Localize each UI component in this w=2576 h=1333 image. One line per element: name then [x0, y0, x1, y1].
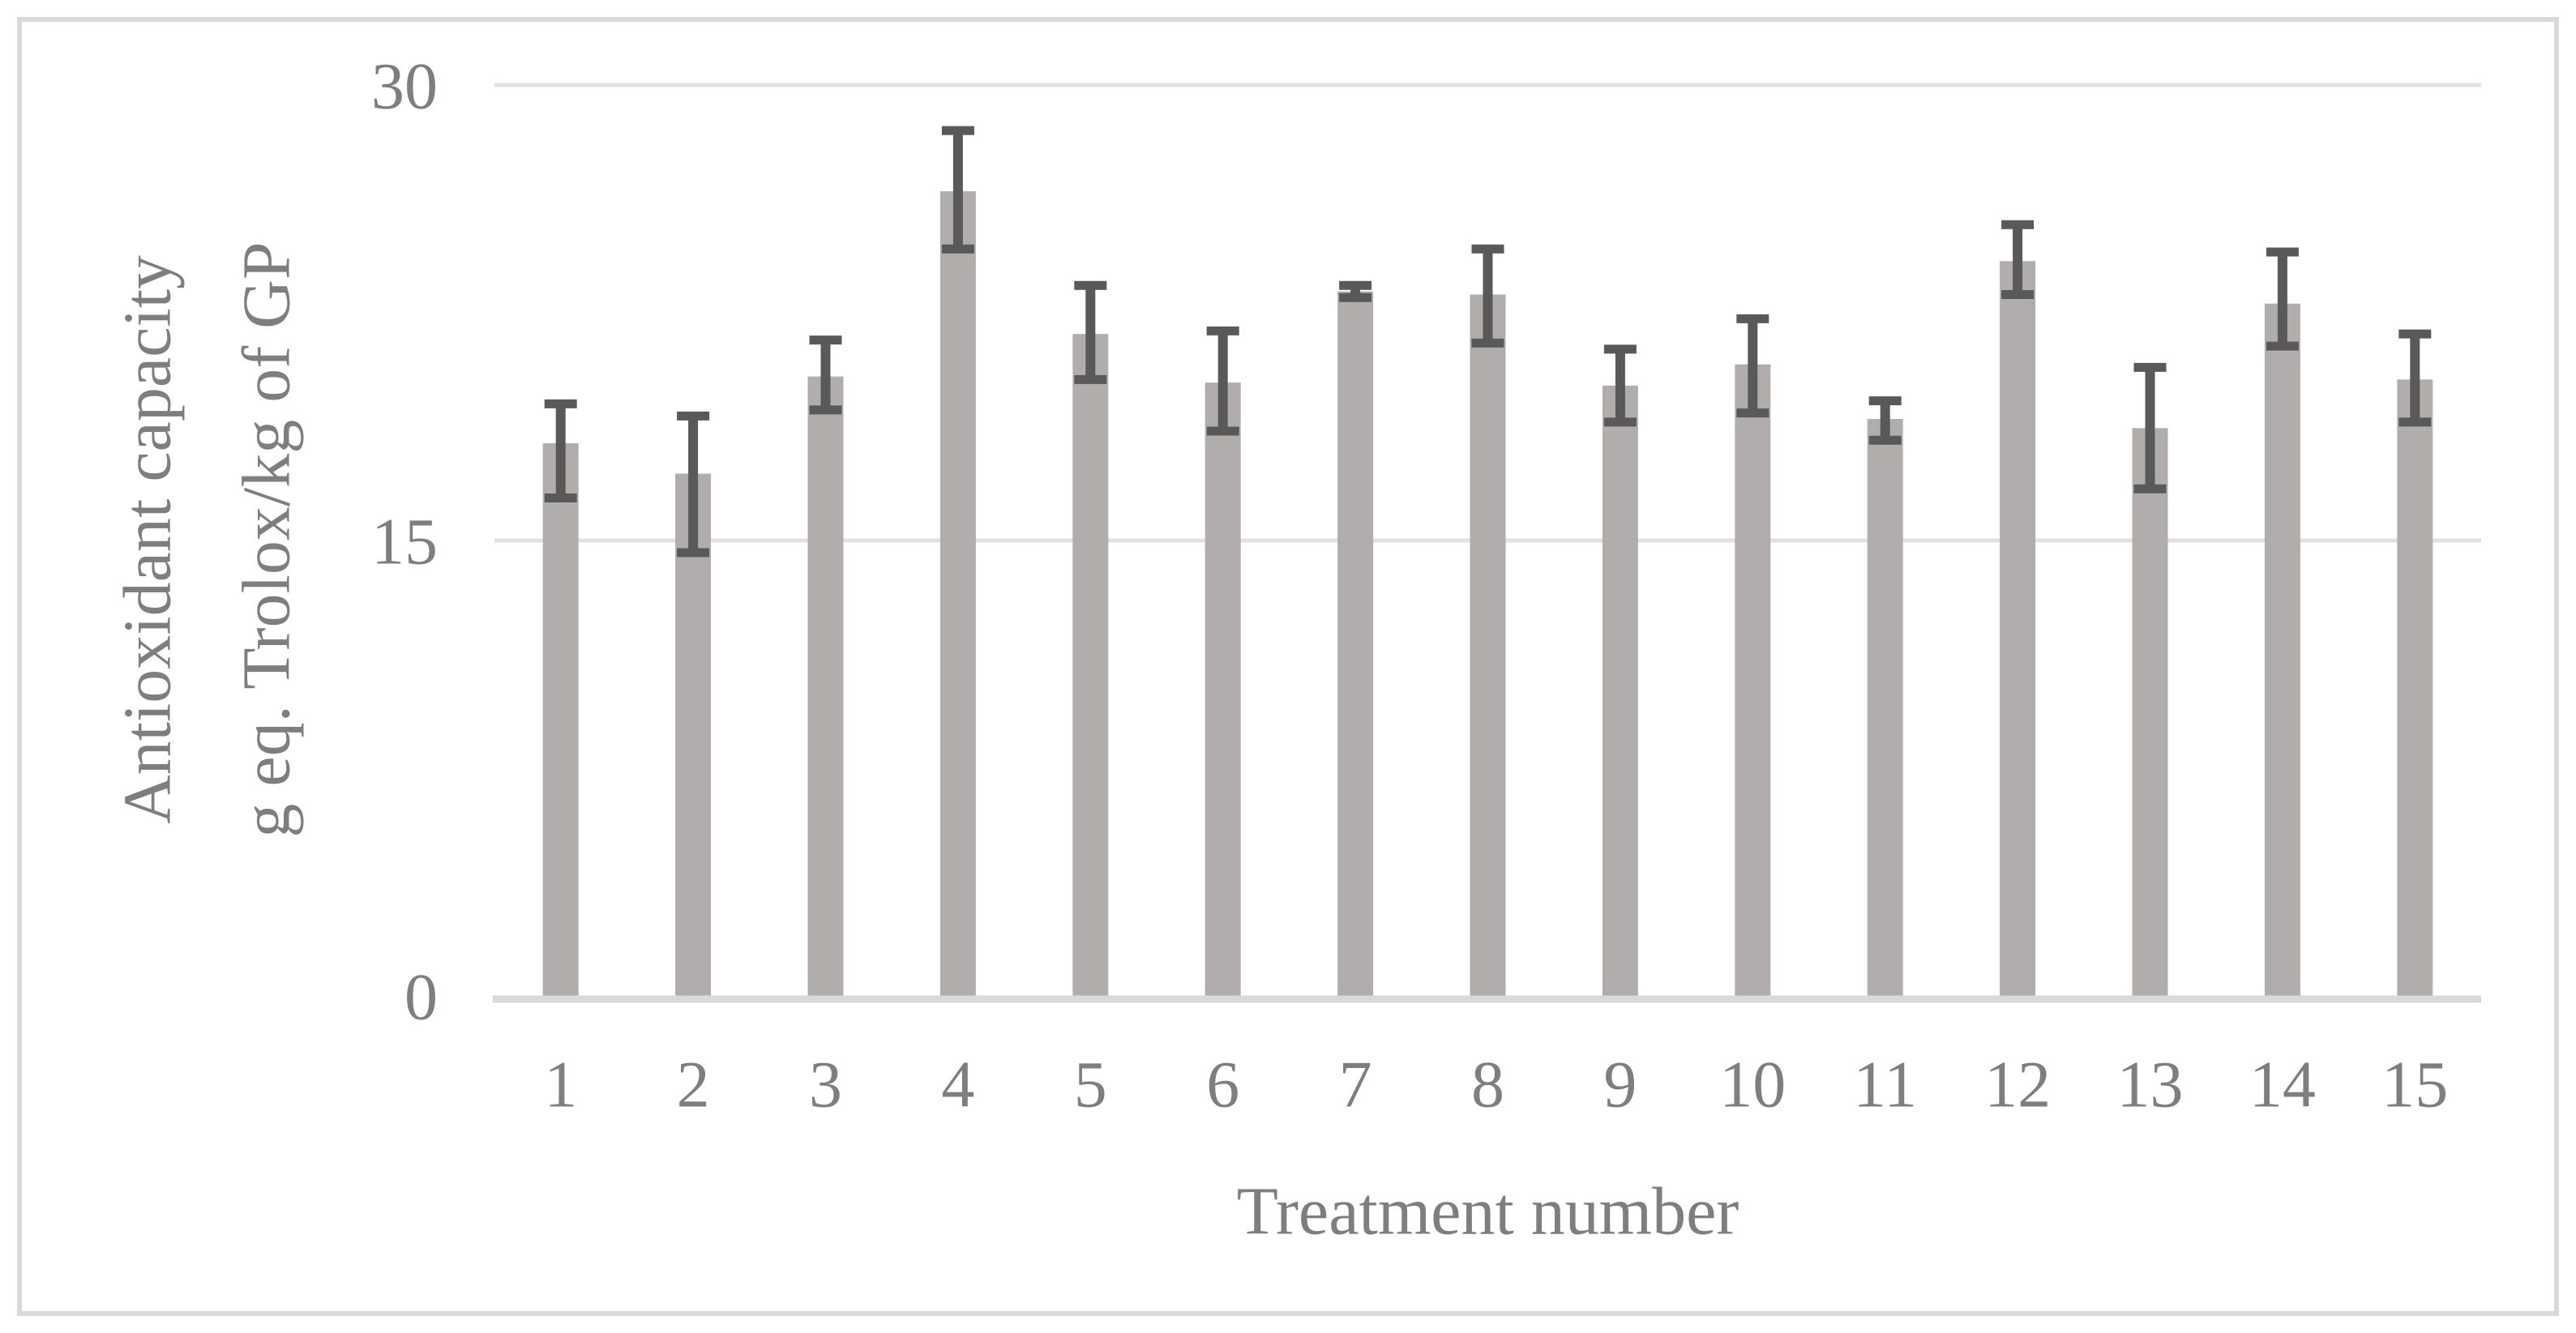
- bar-treatment-11: [1867, 419, 1903, 998]
- bar-treatment-13: [2132, 428, 2168, 998]
- y-axis-title-line-2: g eq. Trolox/kg of GP: [229, 241, 304, 837]
- bar-treatment-9: [1602, 385, 1638, 998]
- bar-treatment-2: [675, 473, 712, 998]
- bar-treatment-12: [2000, 261, 2036, 998]
- x-tick-label-12: 12: [1984, 1048, 2051, 1122]
- bar-treatment-10: [1735, 364, 1771, 998]
- bar-treatment-8: [1470, 294, 1506, 998]
- bar-treatment-6: [1205, 382, 1241, 998]
- x-tick-label-2: 2: [677, 1048, 710, 1122]
- error-bar-treatment-1: [544, 399, 577, 502]
- error-bar-treatment-5: [1074, 280, 1107, 384]
- error-bar-treatment-13: [2133, 362, 2167, 493]
- x-tick-label-7: 7: [1339, 1048, 1372, 1122]
- error-bar-treatment-12: [2001, 220, 2035, 299]
- error-bar-treatment-8: [1471, 244, 1504, 348]
- x-axis-title: Treatment number: [1237, 1173, 1739, 1249]
- error-bar-treatment-7: [1339, 280, 1372, 302]
- x-tick-label-10: 10: [1719, 1048, 1786, 1122]
- bar-treatment-15: [2397, 379, 2433, 998]
- bar-treatment-7: [1337, 291, 1374, 998]
- x-tick-label-11: 11: [1853, 1048, 1917, 1122]
- y-tick-label-15: 15: [371, 505, 438, 579]
- x-tick-label-9: 9: [1603, 1048, 1637, 1122]
- error-bar-treatment-14: [2266, 247, 2299, 351]
- x-tick-label-8: 8: [1471, 1048, 1504, 1122]
- error-bar-treatment-6: [1206, 326, 1239, 436]
- bar-treatment-4: [939, 191, 976, 998]
- bar-treatment-1: [542, 443, 579, 998]
- error-bar-treatment-10: [1736, 314, 1769, 418]
- y-tick-label-30: 30: [371, 49, 438, 123]
- y-axis-title-line-1: Antioxidant capacity: [109, 255, 185, 824]
- figure-border: [17, 17, 2559, 1316]
- x-tick-label-15: 15: [2381, 1048, 2448, 1122]
- bar-treatment-5: [1072, 334, 1109, 998]
- x-tick-label-1: 1: [544, 1048, 577, 1122]
- x-tick-label-14: 14: [2249, 1048, 2316, 1122]
- error-bar-treatment-11: [1868, 396, 1902, 445]
- x-tick-label-3: 3: [809, 1048, 842, 1122]
- x-tick-label-6: 6: [1206, 1048, 1239, 1122]
- error-bar-treatment-2: [677, 411, 710, 558]
- x-tick-label-4: 4: [941, 1048, 974, 1122]
- bar-treatment-14: [2264, 303, 2300, 998]
- bar-treatment-3: [807, 376, 844, 998]
- error-bar-treatment-4: [941, 126, 974, 254]
- error-bar-treatment-9: [1603, 344, 1637, 427]
- y-tick-label-0: 0: [404, 960, 438, 1034]
- error-bar-treatment-15: [2398, 329, 2432, 427]
- x-tick-label-13: 13: [2117, 1048, 2184, 1122]
- x-tick-label-5: 5: [1074, 1048, 1107, 1122]
- error-bar-treatment-3: [809, 335, 842, 415]
